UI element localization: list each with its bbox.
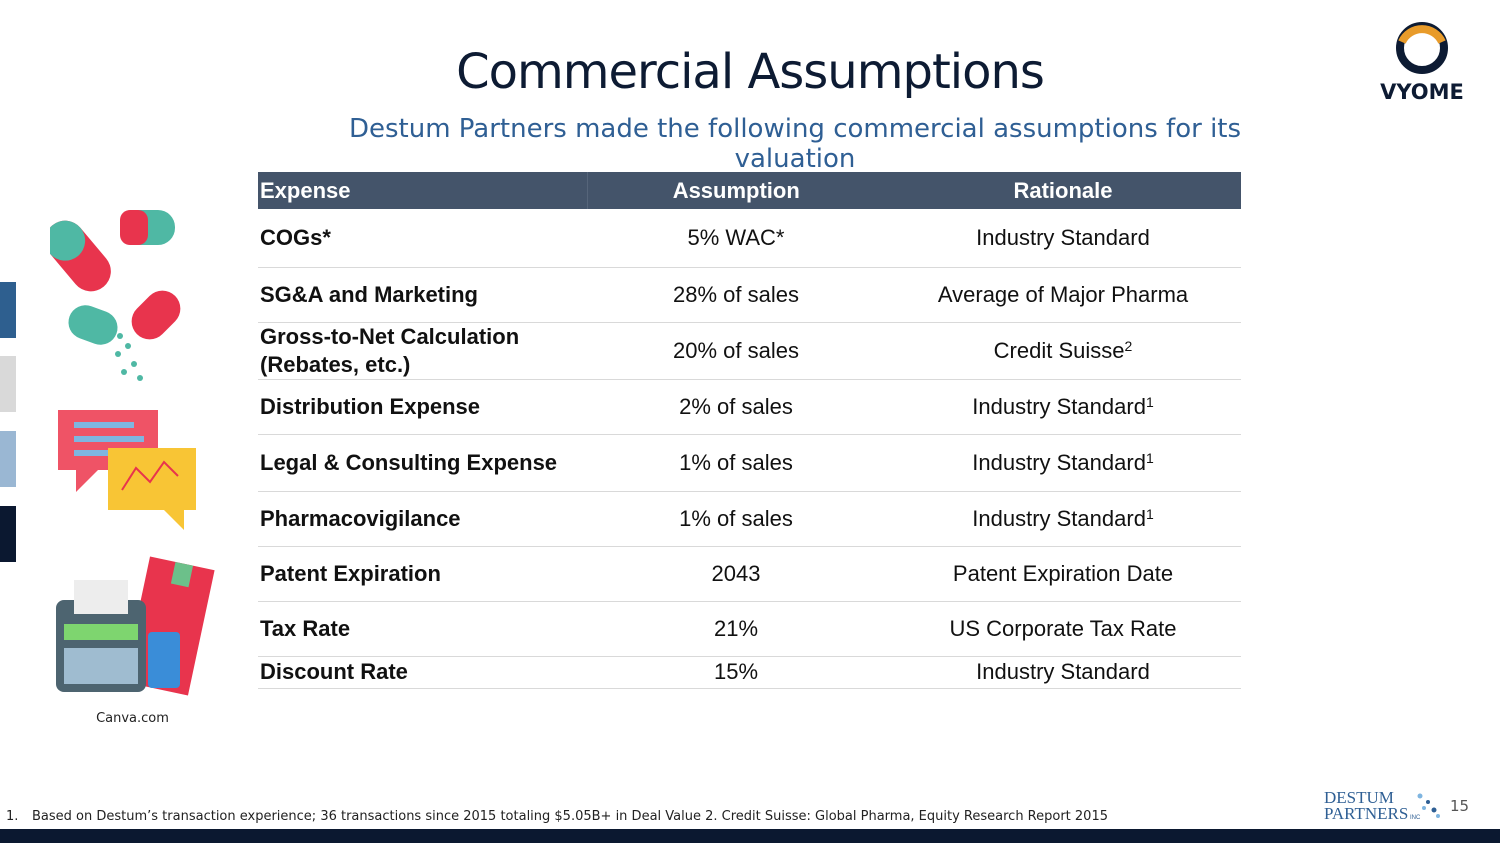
assumption-cell: 2% of sales bbox=[587, 379, 885, 435]
table-row: Discount Rate 15% Industry Standard bbox=[258, 656, 1241, 689]
assumption-cell: 2043 bbox=[587, 546, 885, 602]
chat-chart-icon bbox=[58, 410, 196, 530]
assumption-cell: 1% of sales bbox=[587, 434, 885, 492]
table-header-row: Expense Assumption Rationale bbox=[258, 172, 1241, 209]
footnote: 1. Based on Destum’s transaction experien… bbox=[6, 809, 1108, 824]
column-header-expense: Expense bbox=[258, 172, 588, 209]
rationale-cell: Industry Standard1 bbox=[885, 491, 1241, 547]
column-header-rationale: Rationale bbox=[885, 172, 1241, 209]
assumption-cell: 28% of sales bbox=[587, 267, 885, 323]
page-number: 15 bbox=[1450, 797, 1470, 815]
table-row: Distribution Expense 2% of sales Industr… bbox=[258, 379, 1241, 435]
expense-cell: Gross-to-Net Calculation (Rebates, etc.) bbox=[258, 322, 587, 380]
side-bar-4 bbox=[0, 506, 16, 562]
bottom-bar bbox=[0, 829, 1500, 843]
rationale-cell: Average of Major Pharma bbox=[885, 267, 1241, 323]
table-row: COGs* 5% WAC* Industry Standard bbox=[258, 209, 1241, 268]
table-row: Pharmacovigilance 1% of sales Industry S… bbox=[258, 491, 1241, 547]
expense-cell: Pharmacovigilance bbox=[258, 491, 587, 547]
pill-icon bbox=[50, 210, 181, 381]
image-credit: Canva.com bbox=[96, 711, 169, 726]
vyome-logo-icon bbox=[1396, 22, 1448, 74]
table-row: SG&A and Marketing 28% of sales Average … bbox=[258, 267, 1241, 323]
calculator-icon bbox=[56, 556, 215, 696]
rationale-cell: Industry Standard bbox=[885, 656, 1241, 689]
assumption-cell: 1% of sales bbox=[587, 491, 885, 547]
assumption-cell: 15% bbox=[587, 656, 885, 689]
svg-text:INC: INC bbox=[1410, 815, 1421, 821]
svg-text:DESTUM: DESTUM bbox=[1324, 788, 1394, 807]
side-bar-1 bbox=[0, 282, 16, 338]
assumptions-table: Expense Assumption Rationale COGs* 5% WA… bbox=[258, 172, 1241, 689]
column-header-assumption: Assumption bbox=[587, 172, 885, 209]
side-bar-3 bbox=[0, 431, 16, 487]
side-bar-2 bbox=[0, 356, 16, 412]
rationale-cell: Industry Standard1 bbox=[885, 434, 1241, 492]
svg-text:PARTNERS: PARTNERS bbox=[1324, 804, 1408, 822]
rationale-cell: Patent Expiration Date bbox=[885, 546, 1241, 602]
decorative-illustration bbox=[50, 210, 215, 696]
destum-partners-logo-icon: DESTUM PARTNERS INC bbox=[1324, 788, 1440, 822]
page-title: Commercial Assumptions bbox=[456, 44, 1045, 100]
assumption-cell: 21% bbox=[587, 601, 885, 657]
table-row: Patent Expiration 2043 Patent Expiration… bbox=[258, 546, 1241, 602]
expense-cell: SG&A and Marketing bbox=[258, 267, 587, 323]
assumption-cell: 20% of sales bbox=[587, 322, 885, 380]
rationale-cell: US Corporate Tax Rate bbox=[885, 601, 1241, 657]
expense-cell: Discount Rate bbox=[258, 656, 587, 689]
assumption-cell: 5% WAC* bbox=[587, 209, 885, 268]
rationale-cell: Credit Suisse2 bbox=[885, 322, 1241, 380]
table-row: Legal & Consulting Expense 1% of sales I… bbox=[258, 434, 1241, 492]
expense-cell: Tax Rate bbox=[258, 601, 587, 657]
expense-cell: COGs* bbox=[258, 209, 587, 268]
footnote-text: Based on Destum’s transaction experience… bbox=[32, 809, 1108, 824]
table-row: Gross-to-Net Calculation (Rebates, etc.) … bbox=[258, 322, 1241, 380]
rationale-cell: Industry Standard bbox=[885, 209, 1241, 268]
expense-cell: Distribution Expense bbox=[258, 379, 587, 435]
vyome-logo-text: VYOME bbox=[1380, 80, 1464, 104]
expense-cell: Patent Expiration bbox=[258, 546, 587, 602]
rationale-cell: Industry Standard1 bbox=[885, 379, 1241, 435]
table-row: Tax Rate 21% US Corporate Tax Rate bbox=[258, 601, 1241, 657]
page-subtitle: Destum Partners made the following comme… bbox=[348, 114, 1242, 174]
footnote-number: 1. bbox=[6, 809, 19, 824]
expense-cell: Legal & Consulting Expense bbox=[258, 434, 587, 492]
